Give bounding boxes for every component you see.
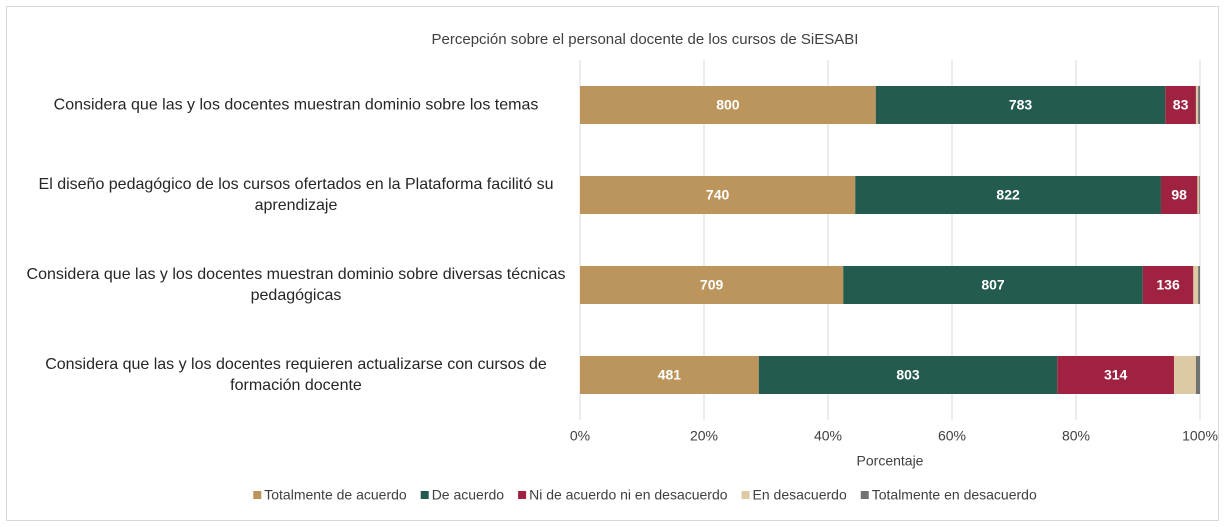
- data-label: 83: [1173, 97, 1189, 113]
- data-label: 783: [1009, 97, 1033, 113]
- x-tick-label: 20%: [690, 428, 718, 444]
- bar-segment: [1197, 176, 1200, 214]
- bar-segment: [1057, 356, 1174, 394]
- bar-segment: [855, 176, 1161, 214]
- bar-segment: [1195, 86, 1199, 124]
- bar-segment: [1195, 356, 1200, 394]
- chart-title: Percepción sobre el personal docente de …: [432, 31, 859, 48]
- legend-swatch: [253, 491, 262, 499]
- x-tick-label: 80%: [1062, 428, 1090, 444]
- bar-segment: [1198, 266, 1200, 304]
- category-label: El diseño pedagógico de los cursos ofert…: [38, 176, 554, 214]
- data-label: 822: [996, 187, 1020, 203]
- legend-label: En desacuerdo: [753, 487, 847, 503]
- bar-segment: [1198, 86, 1200, 124]
- data-label: 709: [700, 277, 724, 293]
- bar-segment: [1199, 176, 1200, 214]
- x-axis-title: Porcentaje: [857, 453, 924, 469]
- legend-swatch: [420, 491, 429, 499]
- category-label: Considera que las y los docentes muestra…: [53, 96, 539, 114]
- data-label: 314: [1104, 367, 1128, 383]
- x-tick-label: 100%: [1182, 428, 1218, 444]
- bar-segment: [1193, 266, 1199, 304]
- data-label: 740: [706, 187, 730, 203]
- legend-label: Totalmente de acuerdo: [264, 487, 407, 503]
- data-label: 136: [1156, 277, 1180, 293]
- legend-swatch: [741, 491, 750, 499]
- legend-swatch: [518, 491, 527, 499]
- data-label: 807: [981, 277, 1005, 293]
- x-tick-label: 40%: [814, 428, 842, 444]
- bar-segment: [1142, 266, 1194, 304]
- data-label: 803: [896, 367, 920, 383]
- bar-segment: [1160, 176, 1198, 214]
- category-label: Considera que las y los docentes muestra…: [26, 266, 566, 304]
- x-tick-label: 0%: [570, 428, 590, 444]
- bar-segment: [580, 266, 844, 304]
- data-label: 481: [658, 367, 682, 383]
- bar-segment: [580, 176, 856, 214]
- x-tick-label: 60%: [938, 428, 966, 444]
- legend-label: Ni de acuerdo ni en desacuerdo: [529, 487, 728, 503]
- bar-segment: [875, 86, 1166, 124]
- bar-segment: [580, 86, 876, 124]
- legend-label: Totalmente en desacuerdo: [872, 487, 1037, 503]
- legend-swatch: [860, 491, 869, 499]
- bar-segment: [580, 356, 759, 394]
- bar-segment: [1173, 356, 1196, 394]
- bar-segment: [758, 356, 1058, 394]
- data-label: 800: [716, 97, 740, 113]
- bar-segment: [1165, 86, 1196, 124]
- bar-segment: [843, 266, 1143, 304]
- category-label: Considera que las y los docentes requier…: [45, 356, 547, 394]
- data-label: 98: [1171, 187, 1187, 203]
- legend-label: De acuerdo: [432, 487, 505, 503]
